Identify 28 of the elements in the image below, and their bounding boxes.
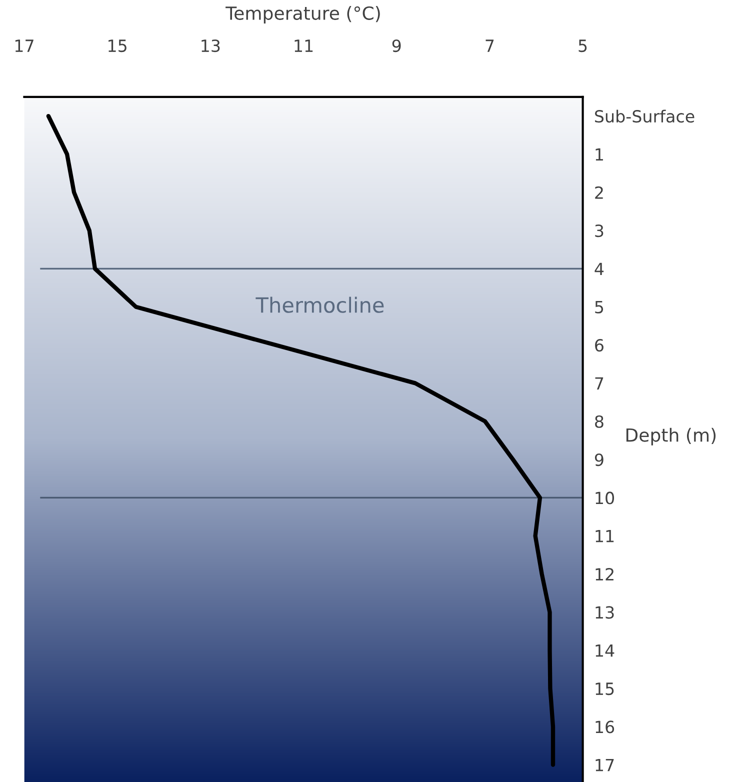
y-tick-label: 11 (596, 530, 614, 542)
y-tick-label: 16 (596, 720, 614, 734)
x-tick-label: 5 (578, 40, 587, 52)
y-axis-title: Depth (m) (626, 428, 716, 446)
x-axis-title: Temperature (°C) (226, 6, 380, 24)
y-tick-label: 12 (596, 568, 614, 580)
x-tick-label: 17 (15, 40, 34, 52)
y-tick-label: 8 (595, 415, 604, 428)
y-tick-label: 13 (596, 606, 614, 619)
y-tick-label: 10 (596, 492, 614, 504)
x-tick-label: 7 (486, 40, 494, 52)
y-tick-label: 7 (595, 377, 604, 390)
x-tick-label: 11 (294, 40, 313, 52)
y-tick-label: 14 (596, 644, 614, 657)
y-tick-label: 4 (594, 262, 604, 276)
x-tick-label: 15 (108, 40, 126, 52)
y-tick-label: Sub-Surface (595, 110, 694, 123)
y-tick-label: 2 (595, 186, 603, 199)
y-tick-label: 6 (595, 338, 604, 352)
annotation: Thermocline (256, 296, 384, 313)
y-tick-label: 1 (596, 148, 603, 161)
y-tick-label: 9 (594, 453, 604, 466)
y-tick-label: 15 (596, 682, 614, 696)
y-tick-label: 17 (596, 759, 614, 772)
x-tick-label: 13 (202, 39, 220, 52)
y-tick-label: 3 (595, 224, 604, 238)
x-tick-label: 9 (392, 39, 401, 52)
y-tick-label: 5 (595, 301, 604, 314)
